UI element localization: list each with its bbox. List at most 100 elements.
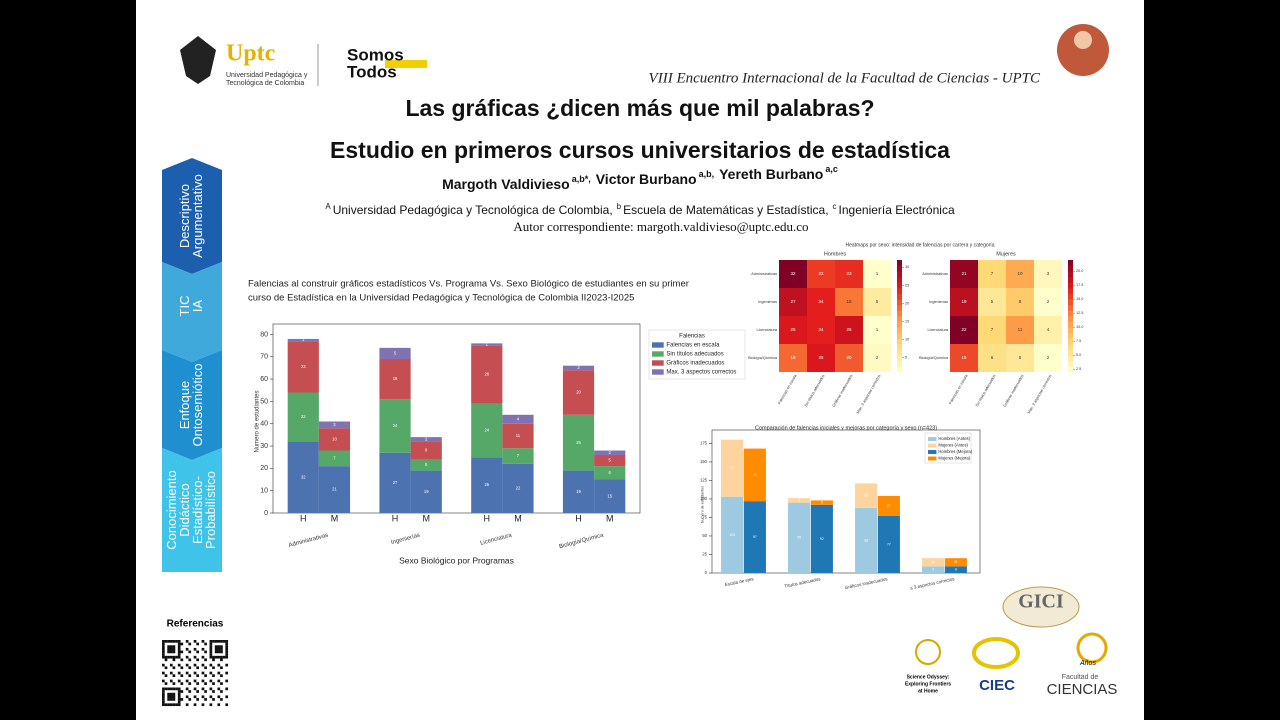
- qr-cell: [169, 650, 173, 654]
- cell-label: 8: [1019, 299, 1022, 304]
- colorbar-step: [897, 360, 902, 367]
- colorbar-step: [1068, 310, 1073, 317]
- title: Estudio en primeros cursos universitario…: [330, 137, 950, 163]
- bar-segment: [502, 414, 534, 424]
- data-label: 77: [730, 466, 734, 470]
- data-label: 25: [576, 440, 581, 445]
- qr-cell: [164, 666, 168, 670]
- qr-cell: [201, 687, 205, 691]
- colorbar-step: [1068, 355, 1073, 362]
- qr-cell: [169, 687, 173, 691]
- cell-label: 20: [846, 355, 852, 360]
- colorbar-step: [1068, 282, 1073, 289]
- qr-cell: [185, 647, 189, 651]
- heat-cell: [950, 344, 978, 372]
- x-tick-label: M: [331, 513, 339, 523]
- heat-cell: [779, 260, 807, 288]
- qr-cell: [225, 645, 229, 648]
- data-label: 5: [394, 351, 397, 356]
- cell-label: 5: [1019, 355, 1022, 360]
- qr-cell: [225, 695, 229, 699]
- qr-cell: [220, 640, 223, 643]
- y-tick-label: 75: [702, 515, 707, 520]
- footer-logos: GICI Science Odyssey: Exploring Frontier…: [905, 586, 1117, 698]
- qr-cell: [220, 666, 223, 670]
- qr-cell: [162, 698, 165, 701]
- qr-cell: [177, 698, 181, 701]
- qr-cell: [185, 671, 189, 675]
- qr-cell: [172, 698, 176, 701]
- colorbar-step: [1068, 327, 1073, 334]
- legend-swatch: [928, 450, 937, 454]
- y-axis-label: Numero de estudiantes: [700, 486, 704, 523]
- heat-cell: [1034, 316, 1062, 344]
- qr-cell: [167, 645, 170, 648]
- qr-cell: [209, 679, 213, 683]
- data-label: 27: [393, 480, 398, 485]
- colorbar-step: [897, 304, 902, 311]
- heat-cell: [807, 260, 835, 288]
- cell-label: 7: [991, 327, 994, 332]
- qr-cell: [204, 642, 207, 646]
- colorbar-label: 10.0: [1076, 325, 1083, 329]
- legend-label: Mujeres (Mejora): [938, 456, 970, 461]
- qr-cell: [201, 679, 205, 683]
- bar-segment: [922, 558, 945, 567]
- sidebar: [162, 158, 222, 572]
- qr-cell: [212, 698, 215, 701]
- bar-segment: [287, 392, 319, 442]
- cell-label: 10: [1017, 271, 1023, 276]
- qr-cell: [185, 663, 189, 667]
- x-axis-label: Sexo Biológico por Programas: [399, 555, 514, 565]
- data-label: 25: [484, 482, 489, 487]
- colorbar-step: [897, 265, 902, 272]
- qr-cell: [217, 647, 221, 651]
- qr-cell: [225, 679, 229, 683]
- data-label: 1: [486, 342, 489, 347]
- heat-cell: [807, 316, 835, 344]
- title: Las gráficas ¿dicen más que mil palabras…: [405, 95, 874, 121]
- y-tick-label: 50: [702, 533, 707, 538]
- cell-label: 3: [1047, 271, 1050, 276]
- qr-cell: [177, 647, 181, 651]
- qr-cell: [177, 650, 181, 654]
- bar-segment: [318, 450, 351, 467]
- facultad: Facultad de: [1062, 674, 1099, 681]
- qr-cell: [201, 703, 205, 707]
- colorbar-step: [1068, 316, 1073, 322]
- sidebar-label: Ontosemiótico: [190, 363, 205, 446]
- bar-segment: [788, 502, 811, 573]
- qr-cell: [169, 703, 173, 707]
- bar-segment: [379, 399, 411, 453]
- qr-cell: [204, 650, 207, 654]
- qr-cell: [162, 663, 165, 667]
- cell-label: 18: [846, 299, 852, 304]
- qr-cell: [177, 642, 181, 646]
- x-tick-label: Escala de ejes: [724, 576, 754, 587]
- data-label: 24: [484, 428, 489, 433]
- qr-cell: [172, 703, 176, 707]
- row-label: Ingenierías: [929, 300, 948, 304]
- qr-cell: [188, 666, 192, 670]
- qr-cell: [172, 682, 176, 685]
- colorbar-step: [897, 332, 902, 339]
- row-label: Licenciatura: [928, 328, 949, 332]
- qr-cell: [220, 655, 223, 659]
- bar-segment: [562, 470, 595, 513]
- cell-label: 21: [961, 271, 967, 276]
- qr-cell: [209, 642, 213, 646]
- qr-cell: [167, 655, 170, 659]
- data-label: 19: [424, 489, 429, 494]
- qr-cell: [162, 642, 165, 646]
- bar-segment: [410, 459, 442, 471]
- qr-cell: [217, 687, 221, 691]
- bar-segment: [788, 498, 811, 503]
- bar-segment: [855, 483, 878, 508]
- colorbar-step: [897, 299, 902, 306]
- qr-cell: [217, 645, 221, 648]
- qr-cell: [209, 663, 213, 667]
- data-label: 9: [932, 568, 934, 572]
- qr-cell: [169, 698, 173, 701]
- legend-title: Falencias: [679, 334, 705, 340]
- cell-label: 26: [846, 327, 852, 332]
